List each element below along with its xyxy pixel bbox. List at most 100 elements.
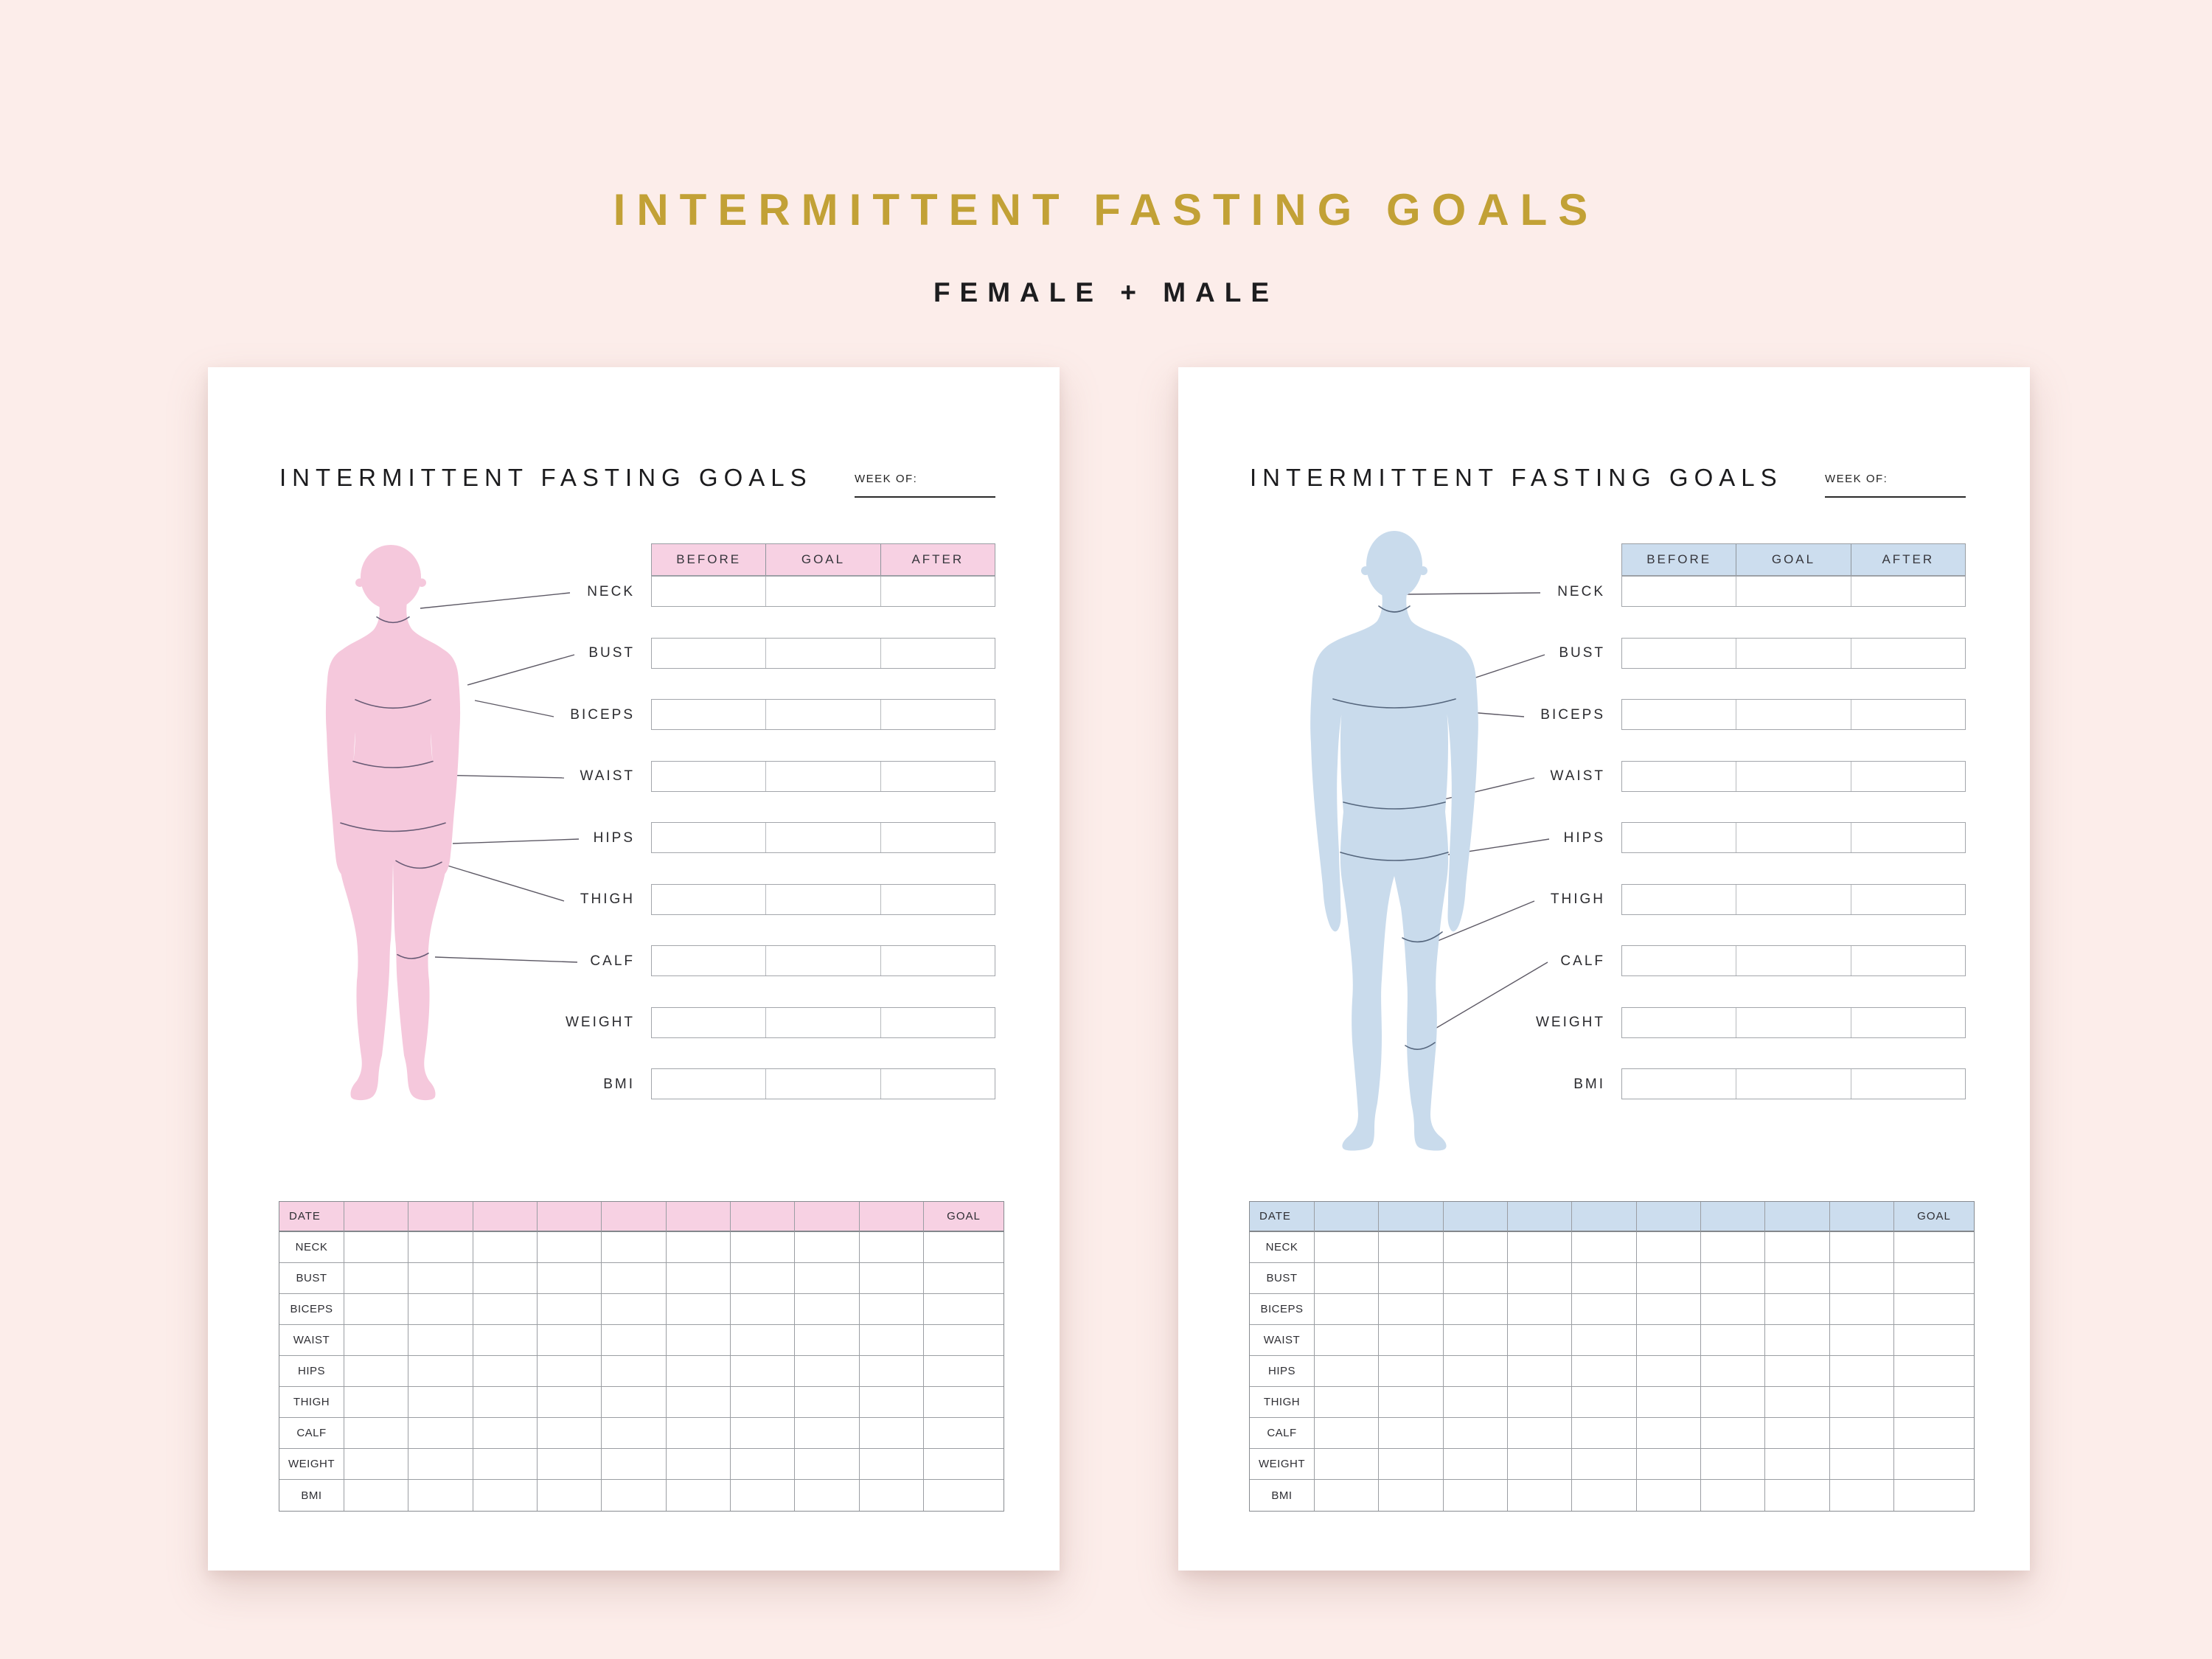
figure-label-weight: WEIGHT: [1536, 1015, 1605, 1030]
log-cell: [1572, 1263, 1637, 1294]
log-cell: [924, 1480, 1004, 1511]
log-row-label-weight: WEIGHT: [1250, 1449, 1315, 1480]
measure-cell: [880, 700, 995, 729]
log-cell: [666, 1418, 731, 1449]
log-cell: [602, 1294, 667, 1325]
log-header-day: [538, 1202, 602, 1232]
measure-row-bmi: [651, 1068, 995, 1099]
measure-cell: [1736, 884, 1850, 914]
log-cell: [344, 1387, 409, 1418]
measure-row-hips: [651, 822, 995, 853]
log-cell: [731, 1418, 796, 1449]
log-cell: [473, 1232, 538, 1263]
log-cell: [1765, 1449, 1830, 1480]
figure-label-waist: WAIST: [580, 768, 635, 784]
log-cell: [538, 1356, 602, 1387]
figure-label-neck: NECK: [1557, 583, 1605, 599]
log-cell: [924, 1387, 1004, 1418]
log-cell: [1636, 1387, 1701, 1418]
log-cell: [1829, 1387, 1894, 1418]
measure-row-hips: [1621, 822, 1966, 853]
log-cell: [1508, 1232, 1573, 1263]
thigh-contour: [1402, 931, 1443, 943]
measure-cell: [880, 638, 995, 668]
measure-row-weight: [651, 1006, 995, 1038]
log-cell: [344, 1325, 409, 1356]
log-cell: [344, 1263, 409, 1294]
figure-label-bust: BUST: [588, 645, 635, 661]
log-cell: [538, 1294, 602, 1325]
measure-row-bmi: [1621, 1068, 1966, 1099]
log-cell: [795, 1387, 860, 1418]
log-cell: [795, 1232, 860, 1263]
leader-line-hips: [452, 838, 580, 844]
log-cell: [1443, 1294, 1508, 1325]
log-cell: [1701, 1325, 1766, 1356]
log-cell: [1701, 1356, 1766, 1387]
log-cell: [602, 1325, 667, 1356]
thigh-contour: [395, 860, 442, 869]
measure-column-header-goal: GOAL: [765, 544, 880, 575]
log-cell: [1443, 1325, 1508, 1356]
figure-label-bust: BUST: [1559, 645, 1605, 661]
measure-cell: [765, 1007, 880, 1037]
log-header-day: [1636, 1202, 1701, 1232]
hips-contour: [1340, 852, 1449, 861]
log-row-label-bust: BUST: [1250, 1263, 1315, 1294]
log-cell: [1508, 1356, 1573, 1387]
bust-contour: [1332, 698, 1456, 709]
figure-label-biceps: BICEPS: [1540, 706, 1605, 723]
log-cell: [1315, 1294, 1380, 1325]
log-row-label-waist: WAIST: [1250, 1325, 1315, 1356]
log-cell: [1701, 1232, 1766, 1263]
log-cell: [1508, 1418, 1573, 1449]
calf-contour: [1405, 1042, 1436, 1050]
measure-cell: [1622, 762, 1736, 791]
week-of-label: WEEK OF:: [1825, 473, 1888, 485]
log-cell: [666, 1325, 731, 1356]
log-cell: [1636, 1232, 1701, 1263]
measure-cell: [880, 884, 995, 914]
log-cell: [1572, 1418, 1637, 1449]
measure-cell: [1736, 761, 1850, 791]
neck-contour: [1378, 605, 1411, 613]
log-cell: [1572, 1294, 1637, 1325]
log-cell: [1894, 1449, 1974, 1480]
log-row-label-weight: WEIGHT: [279, 1449, 344, 1480]
log-header-day: [1701, 1202, 1766, 1232]
leader-line-thigh: [447, 865, 565, 902]
log-cell: [1894, 1294, 1974, 1325]
log-row-label-bust: BUST: [279, 1263, 344, 1294]
measure-table-header: BEFORE GOAL AFTER: [1621, 543, 1966, 576]
leader-line-calf: [434, 956, 578, 963]
log-cell: [1765, 1387, 1830, 1418]
log-header-day: [1572, 1202, 1637, 1232]
log-cell: [859, 1449, 924, 1480]
log-cell: [795, 1263, 860, 1294]
log-header-day: [666, 1202, 731, 1232]
log-cell: [408, 1294, 473, 1325]
log-cell: [408, 1480, 473, 1511]
leader-line-bust: [1459, 654, 1545, 684]
log-header-day: [731, 1202, 796, 1232]
log-cell: [1636, 1325, 1701, 1356]
measure-cell: [1850, 1069, 1965, 1099]
log-cell: [1508, 1294, 1573, 1325]
log-cell: [602, 1480, 667, 1511]
main-subtitle: FEMALE + MALE: [933, 277, 1279, 307]
log-cell: [859, 1294, 924, 1325]
log-cell: [1315, 1325, 1380, 1356]
measure-cell: [652, 639, 765, 668]
calf-contour: [397, 953, 429, 959]
leader-line-neck: [420, 592, 571, 609]
log-cell: [1701, 1449, 1766, 1480]
log-cell: [1829, 1294, 1894, 1325]
log-cell: [538, 1480, 602, 1511]
log-row-label-calf: CALF: [279, 1418, 344, 1449]
measure-cell: [765, 761, 880, 791]
log-row-label-waist: WAIST: [279, 1325, 344, 1356]
measure-cell: [652, 700, 765, 729]
log-cell: [1572, 1232, 1637, 1263]
log-cell: [924, 1418, 1004, 1449]
log-row-label-hips: HIPS: [279, 1356, 344, 1387]
